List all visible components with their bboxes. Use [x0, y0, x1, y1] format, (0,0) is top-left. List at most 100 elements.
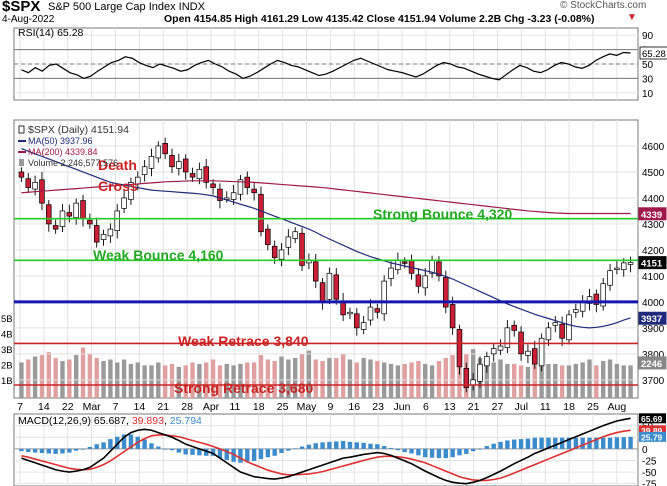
macd-histogram-bar: [183, 448, 188, 455]
macd-histogram-bar: [156, 446, 161, 449]
macd-histogram-bar: [525, 438, 531, 449]
x-tick-label: 21: [468, 401, 480, 413]
price-y-tick-label: 4200: [642, 246, 665, 257]
candle-body: [162, 143, 168, 155]
macd-histogram-bar: [80, 448, 86, 450]
macd-value-badge-label: 65.69: [641, 414, 663, 424]
candle-body: [552, 322, 559, 326]
macd-histogram-bar: [299, 446, 305, 449]
candle-body: [176, 161, 182, 169]
x-tick-label: Apr: [203, 401, 220, 413]
ohlc-summary: Open 4154.85 High 4161.29 Low 4135.42 Cl…: [164, 13, 595, 25]
candle-body: [196, 169, 203, 180]
macd-histogram-bar: [67, 448, 72, 453]
rsi-y-tick-label: 30: [642, 74, 654, 85]
volume-bar: [258, 355, 264, 398]
volume-bar: [149, 365, 154, 398]
macd-histogram-bar: [26, 448, 31, 453]
volume-bar: [293, 358, 298, 398]
price-y-tick-label: 3700: [642, 376, 665, 387]
volume-bar: [423, 363, 428, 398]
rsi-title: RSI(14) 65.28: [18, 27, 84, 39]
macd-value-badge-label: 39.89: [641, 426, 663, 436]
candle-body: [271, 245, 278, 259]
price-y-tick-label: 3900: [642, 324, 665, 335]
macd-histogram-bar: [128, 434, 134, 449]
price-y-tick-label: 4300: [642, 220, 665, 231]
macd-histogram-bar: [108, 439, 113, 449]
price-y-tick-label: 4100: [642, 272, 665, 283]
macd-histogram-bar: [245, 448, 250, 462]
candle-body: [490, 348, 497, 355]
x-tick-label: 23: [372, 401, 384, 413]
candle-body: [443, 277, 449, 308]
volume-bar: [368, 359, 373, 398]
volume-bar: [162, 365, 168, 398]
candle-body: [319, 282, 326, 303]
macd-value-badge: [639, 431, 666, 442]
candle-body: [100, 233, 107, 240]
macd-histogram-bar: [217, 448, 223, 459]
macd-histogram-bar: [313, 443, 318, 449]
macd-histogram-bar: [149, 443, 154, 449]
brand-label: © StockCharts.com: [560, 0, 647, 11]
candle-body: [504, 327, 511, 348]
macd-histogram-bar: [334, 441, 339, 449]
macd-y-tick-label: -25: [642, 456, 657, 467]
candle-body: [525, 350, 531, 356]
volume-bar: [94, 358, 99, 398]
legend-swatch: [19, 159, 24, 166]
volume-axis-label: 2B: [1, 361, 13, 372]
macd-histogram-bar: [210, 448, 216, 456]
volume-bar: [279, 356, 284, 398]
macd-histogram-bar: [73, 448, 79, 451]
macd-histogram-bar: [94, 444, 99, 449]
macd-histogram-bar: [162, 448, 168, 450]
macd-histogram-bar: [204, 448, 209, 456]
price-value-badge: [638, 356, 667, 370]
macd-histogram-bar: [484, 446, 490, 449]
rsi-value-label: 65.28: [642, 49, 666, 60]
rsi-line: [21, 51, 631, 81]
x-tick-label: 7: [17, 401, 23, 413]
candle-body: [326, 272, 333, 300]
volume-bar: [169, 363, 175, 398]
candle-body: [251, 188, 257, 194]
volume-bar: [183, 365, 188, 398]
symbol-title: $SPX: [2, 0, 41, 15]
volume-axis-label: 3B: [1, 345, 13, 356]
candle-body: [620, 262, 627, 271]
candle-body: [586, 296, 593, 304]
macd-histogram-bar: [327, 441, 332, 449]
legend-swatch: [18, 125, 25, 134]
candle-body: [511, 324, 517, 331]
macd-histogram-bar: [559, 437, 565, 449]
macd-histogram-bar: [553, 437, 558, 449]
macd-histogram-bar: [580, 437, 585, 449]
macd-line: [21, 417, 631, 485]
candle-body: [422, 275, 428, 289]
macd-histogram-bar: [409, 448, 414, 454]
volume-bar: [429, 365, 435, 398]
x-tick-label: Mar: [83, 401, 102, 413]
candle-body: [237, 179, 244, 195]
volume-bar: [142, 365, 147, 398]
candle-body: [360, 322, 367, 330]
macd-histogram-bar: [46, 448, 51, 454]
candle-body: [312, 261, 319, 282]
candle-body: [477, 363, 483, 382]
macd-histogram-bar: [423, 448, 428, 458]
macd-histogram-bar: [381, 446, 387, 449]
candle-body: [189, 173, 196, 178]
annotation-label: Strong Bounce 4,320: [373, 206, 512, 222]
candle-body: [463, 368, 470, 388]
candle-body: [436, 261, 442, 277]
legend-label: MA(200) 4339.84: [28, 147, 98, 157]
volume-bar: [306, 350, 312, 398]
macd-histogram-bar: [601, 437, 606, 449]
macd-histogram-bar: [375, 444, 380, 449]
macd-histogram-bar: [361, 442, 366, 449]
candle-body: [607, 270, 613, 286]
volume-bar: [361, 358, 366, 398]
